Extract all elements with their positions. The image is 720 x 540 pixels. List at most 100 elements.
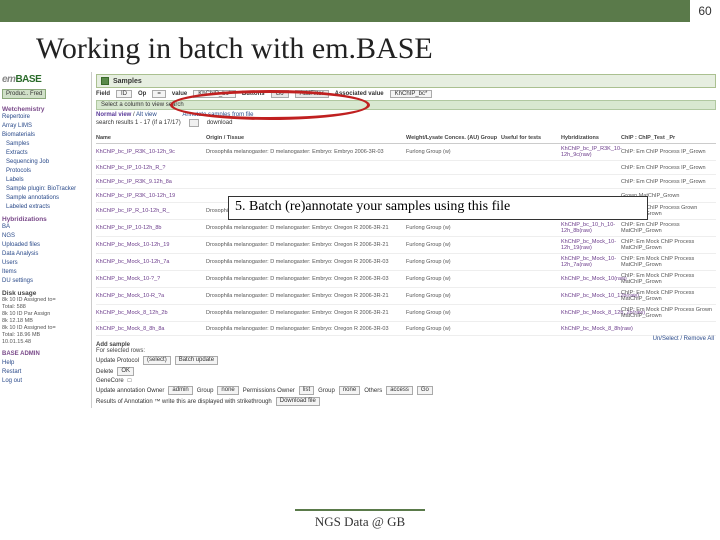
go-button[interactable]: Go — [271, 90, 289, 98]
sidebar-item[interactable]: Items — [2, 268, 89, 277]
sidebar-help[interactable]: Help — [2, 359, 89, 368]
sidebar-item[interactable]: Labels — [6, 176, 89, 185]
sidebar-item[interactable]: Sequencing Job — [6, 158, 89, 167]
alt-view-link[interactable]: Alt view — [136, 112, 157, 118]
cell-group: Furlong Group (w) — [406, 276, 501, 282]
sidebar-item[interactable]: Extracts — [6, 149, 89, 158]
select-all-link[interactable]: Un/Select / Remove All — [653, 336, 714, 342]
cell-origin: Drosophila melanogaster: D melanogaster:… — [206, 293, 406, 299]
cell-hyb: KhChIP_bc_Mock_8_8h(raw) — [561, 326, 621, 332]
sidebar-item[interactable]: Protocols — [6, 167, 89, 176]
table-row[interactable]: KhChIP_bc_Mock_10-12h_19Drosophila melan… — [96, 237, 716, 254]
table-row[interactable]: KhChIP_bc_Mock_10-12h_7aDrosophila melan… — [96, 254, 716, 271]
disk-usage-line: Total: 588 — [2, 304, 89, 311]
sidebar-item[interactable]: NGS — [2, 232, 89, 241]
cell-hyb: KhChIP_bc_Mock_10-12h_7a(raw) — [561, 256, 621, 268]
sidebar-item-samples[interactable]: Samples — [6, 140, 89, 149]
download-icon[interactable] — [189, 119, 199, 127]
sidebar-item[interactable]: Biomaterials — [2, 131, 89, 140]
normal-view-link[interactable]: Normal view — [96, 112, 131, 118]
cell-pr: ChIP: Em ChIP Process MatChIP_Grown — [621, 222, 716, 234]
col-origin[interactable]: Origin / Tissue — [206, 135, 406, 141]
cell-hyb: KhChIP_bc_IP_R3K_10-12h_9c(raw) — [561, 146, 621, 158]
group-select[interactable]: none — [217, 386, 238, 395]
cell-group: Furlong Group (w) — [406, 259, 501, 265]
footer-line — [295, 509, 425, 511]
cell-origin: Drosophila melanogaster: D melanogaster:… — [206, 225, 406, 231]
cell-hyb: KhChIP_bc_Mock_8_12h_2b(raw) — [561, 310, 621, 316]
cell-origin: Drosophila melanogaster: D melanogaster:… — [206, 310, 406, 316]
sidebar-project-button[interactable]: Produc.. Fred — [2, 89, 46, 99]
filter-field-select[interactable]: ID — [116, 90, 132, 98]
perm-owner-select[interactable]: list — [299, 386, 314, 395]
addfilter-button[interactable]: AddFilter — [295, 90, 329, 98]
col-name[interactable]: Name — [96, 135, 206, 141]
table-row[interactable]: KhChIP_bc_IP_10-12h_R_?ChIP: Em ChIP Pro… — [96, 161, 716, 175]
batch-update-button[interactable]: Batch update — [175, 356, 218, 365]
cell-hyb: KhChIP_bc_Mock_10(raw) — [561, 276, 621, 282]
breadcrumb: Samples — [96, 74, 716, 88]
view-toggle-row: Normal view / Alt view Annotate samples … — [96, 112, 716, 118]
filter-assoc-value[interactable]: KhChIP_bc* — [390, 90, 433, 98]
sidebar-admin[interactable]: BASE ADMIN — [2, 350, 89, 359]
sidebar-group: Hybridizations — [2, 216, 89, 223]
results-row: search results 1 - 17 (if a 17/17) downl… — [96, 119, 716, 127]
download-label[interactable]: download — [207, 120, 233, 126]
perm-others-select[interactable]: access — [386, 386, 413, 395]
table-row[interactable]: KhChIP_bc_Mock_10-R_?aDrosophila melanog… — [96, 288, 716, 305]
disk-usage-line: 8k 10 ID Assigned to= — [2, 297, 89, 304]
sidebar-logout[interactable]: Log out — [2, 377, 89, 386]
col-group[interactable]: Weight/Lysate Conces. (AU) Group — [406, 135, 501, 141]
sidebar-item[interactable]: Sample annotations — [6, 194, 89, 203]
col-pr[interactable]: ChIP : ChIP_Test _Pr — [621, 135, 716, 141]
sidebar: emBASE Produc.. Fred Wetchemistry Repert… — [0, 72, 92, 408]
perm-go-button[interactable]: Go — [417, 386, 433, 395]
table-header: Name Origin / Tissue Weight/Lysate Conce… — [96, 133, 716, 144]
table-row[interactable]: KhChIP_bc_Mock_8_8h_8aDrosophila melanog… — [96, 322, 716, 336]
cell-name: KhChIP_bc_IP_10-12h_8b — [96, 225, 206, 231]
sidebar-item[interactable]: Sample plugin: BioTracker — [6, 185, 89, 194]
app-screenshot: emBASE Produc.. Fred Wetchemistry Repert… — [0, 72, 720, 408]
annotate-from-file-link[interactable]: Annotate samples from file — [182, 112, 253, 118]
cell-group: Furlong Group (w) — [406, 293, 501, 299]
delete-ok-button[interactable]: OK — [117, 367, 134, 376]
sidebar-item[interactable]: BA — [2, 223, 89, 232]
table-row[interactable]: KhChIP_bc_IP_R3K_9.12h_8aChIP: Em ChIP P… — [96, 175, 716, 189]
col-hyb[interactable]: Hybridizations — [561, 135, 621, 141]
perm-group-select[interactable]: none — [339, 386, 360, 395]
filter-op-select[interactable]: = — [152, 90, 166, 98]
download-file-button[interactable]: Download file — [276, 397, 320, 406]
sidebar-item[interactable]: Repertoire — [2, 113, 89, 122]
cell-origin: Drosophila melanogaster: D melanogaster:… — [206, 276, 406, 282]
sidebar-item[interactable]: DU settings — [2, 277, 89, 286]
cell-name: KhChIP_bc_IP_R3K_10-12h_9c — [96, 149, 206, 155]
owner-select[interactable]: admin — [168, 386, 192, 395]
table-row[interactable]: KhChIP_bc_Mock_10-?_?Drosophila melanoga… — [96, 271, 716, 288]
sidebar-item[interactable]: Labeled extracts — [6, 203, 89, 212]
sidebar-item[interactable]: Users — [2, 259, 89, 268]
cell-pr: ChIP: Em ChIP Process IP_Grown — [621, 149, 716, 155]
filter-field-label: Field — [96, 91, 110, 97]
col-tests[interactable]: Useful for tests — [501, 135, 561, 141]
sidebar-item[interactable]: Uploaded files — [2, 241, 89, 250]
cell-group: Furlong Group (w) — [406, 310, 501, 316]
cell-name: KhChIP_bc_Mock_10-?_? — [96, 276, 206, 282]
cell-name: KhChIP_bc_Mock_8_8h_8a — [96, 326, 206, 332]
table-row[interactable]: KhChIP_bc_IP_R3K_10-12h_9cDrosophila mel… — [96, 144, 716, 161]
cell-pr: ChIP: Em Mock ChIP Process Grown MatChIP… — [621, 307, 716, 319]
slide-title: Working in batch with em.BASE — [0, 22, 720, 72]
sidebar-item[interactable]: Array LIMS — [2, 122, 89, 131]
filter-assoc-label: Associated value — [335, 91, 384, 97]
update-protocol-label: Update Protocol — [96, 358, 139, 364]
sidebar-item[interactable]: Data Analysis — [2, 250, 89, 259]
sidebar-restart[interactable]: Restart — [2, 368, 89, 377]
genecore-checkbox[interactable]: □ — [128, 378, 132, 384]
filter-value-input[interactable]: KhChIP_bc* — [193, 90, 236, 98]
cell-origin: Drosophila melanogaster: D melanogaster:… — [206, 149, 406, 155]
table-body: KhChIP_bc_IP_R3K_10-12h_9cDrosophila mel… — [96, 144, 716, 336]
table-row[interactable]: KhChIP_bc_IP_10-12h_8bDrosophila melanog… — [96, 220, 716, 237]
disk-usage-line: Total: 18.96 MB — [2, 332, 89, 339]
table-row[interactable]: KhChIP_bc_Mock_8_12h_2bDrosophila melano… — [96, 305, 716, 322]
update-protocol-select[interactable]: (select) — [143, 356, 171, 365]
cell-group: Furlong Group (w) — [406, 326, 501, 332]
